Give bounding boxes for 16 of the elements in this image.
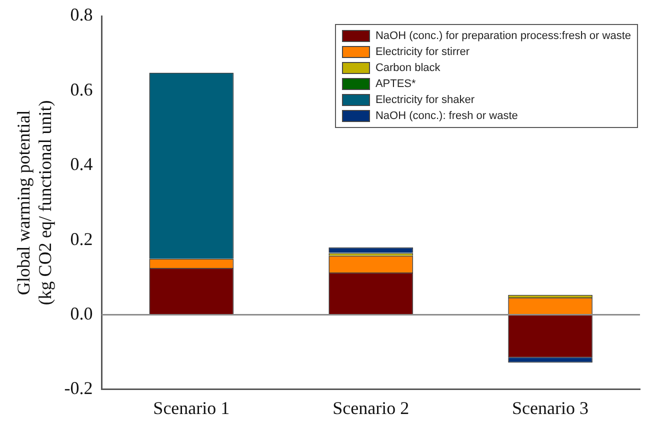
x-tick-label: Scenario 2: [332, 398, 410, 418]
legend-label: NaOH (conc.): fresh or waste: [375, 110, 518, 122]
y-tick-label: 0.0: [70, 303, 93, 324]
y-tick-label: 0.6: [70, 79, 93, 100]
legend-label: Carbon black: [375, 62, 440, 74]
y-tick-label: 0.2: [70, 228, 93, 249]
y-axis-title: Global warming potential (kg CO2 eq/ functional unit): [14, 100, 56, 306]
legend-label: Electricity for stirrer: [375, 46, 470, 58]
y-tick-label: 0.8: [70, 4, 93, 25]
x-tick-label: Scenario 3: [512, 398, 589, 418]
legend-label: NaOH (conc.) for preparation process:fresh or waste: [375, 30, 631, 42]
legend-label: Electricity for shaker: [375, 94, 474, 106]
y-tick-label: -0.2: [64, 378, 93, 398]
legend-label: APTES*: [375, 78, 416, 90]
x-tick-label: Scenario 1: [153, 398, 230, 418]
y-tick-label: 0.4: [70, 154, 93, 174]
